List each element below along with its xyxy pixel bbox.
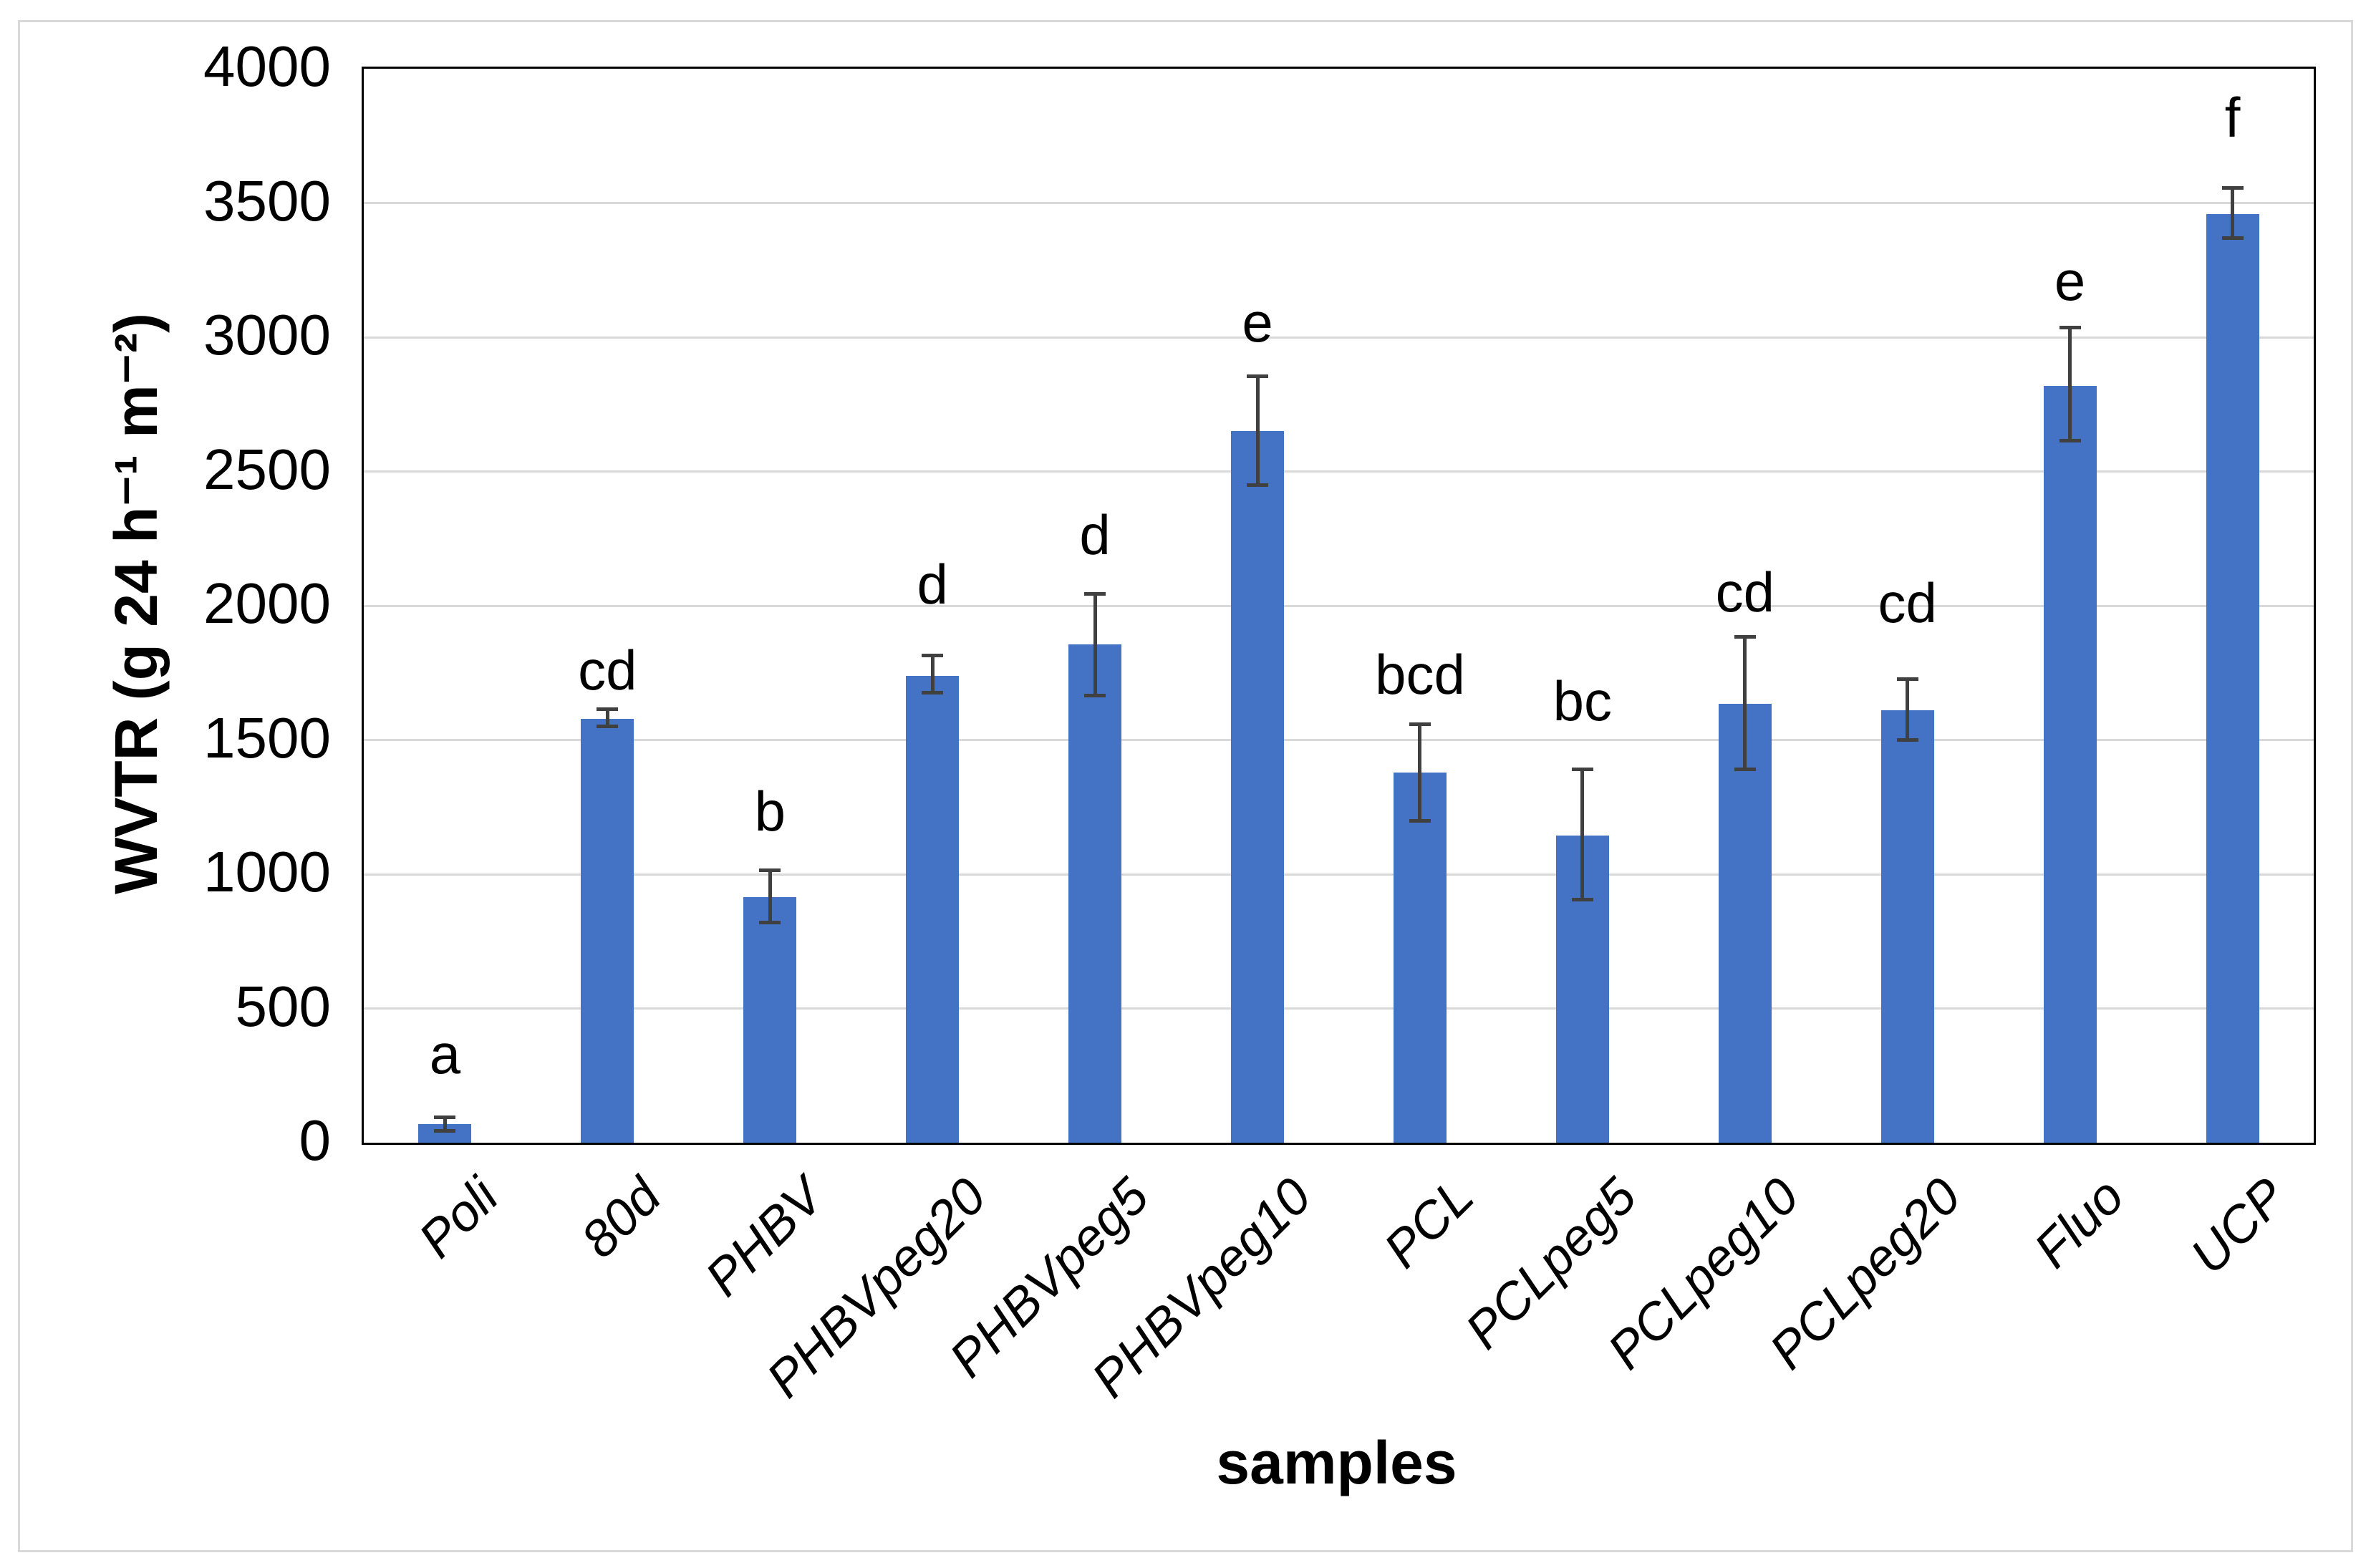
error-cap-bottom-PCLpeg10	[1734, 768, 1756, 772]
y-tick-label-500: 500	[235, 974, 331, 1038]
bar-PHBVpeg10	[1231, 431, 1285, 1143]
error-cap-bottom-80d	[597, 725, 619, 729]
significance-letter-Fluo: e	[2054, 249, 2086, 313]
significance-letter-PCL: bcd	[1375, 642, 1465, 706]
error-cap-top-PCLpeg10	[1734, 634, 1756, 639]
error-bar-PCLpeg20	[1906, 679, 1910, 740]
gridline-2500	[364, 470, 2314, 473]
gridline-3000	[364, 336, 2314, 339]
x-axis-title: samples	[1216, 1429, 1457, 1496]
gridline-500	[364, 1007, 2314, 1010]
significance-letter-80d: cd	[578, 639, 637, 702]
error-cap-top-Poli	[434, 1115, 456, 1119]
error-cap-top-Fluo	[2059, 326, 2081, 330]
error-bar-PCLpeg5	[1580, 769, 1585, 900]
error-cap-bottom-PCL	[1409, 818, 1431, 823]
error-cap-top-PHBVpeg20	[922, 653, 944, 657]
bar-PHBVpeg20	[906, 675, 960, 1143]
bar-UCP	[2206, 213, 2259, 1143]
gridline-1000	[364, 873, 2314, 876]
significance-letter-PCLpeg20: cd	[1878, 571, 1937, 635]
error-cap-bottom-PCLpeg5	[1571, 898, 1593, 902]
error-cap-top-PCLpeg20	[1896, 677, 1918, 681]
bar-PHBVpeg5	[1068, 644, 1122, 1143]
error-cap-top-UCP	[2221, 186, 2244, 190]
error-cap-bottom-PCLpeg20	[1896, 738, 1918, 742]
error-cap-top-PHBVpeg5	[1084, 591, 1106, 596]
significance-letter-PHBVpeg5: d	[1079, 503, 1111, 566]
y-tick-label-3500: 3500	[203, 168, 331, 233]
y-tick-label-2500: 2500	[203, 437, 331, 501]
bar-PCL	[1393, 772, 1447, 1143]
y-tick-label-2000: 2000	[203, 571, 331, 635]
significance-letter-PHBV: b	[754, 779, 786, 843]
error-bar-UCP	[2231, 188, 2235, 238]
gridline-1500	[364, 739, 2314, 741]
bar-PCLpeg20	[1880, 710, 1934, 1143]
error-cap-top-80d	[597, 707, 619, 711]
error-bar-Poli	[443, 1117, 447, 1131]
gridline-3500	[364, 202, 2314, 204]
error-cap-top-PCLpeg5	[1571, 768, 1593, 772]
error-cap-bottom-UCP	[2221, 236, 2244, 240]
y-tick-label-1000: 1000	[203, 840, 331, 904]
error-bar-PCLpeg10	[1743, 637, 1747, 770]
bar-PHBV	[743, 896, 797, 1143]
significance-letter-PCLpeg5: bc	[1553, 669, 1613, 733]
significance-letter-PCLpeg10: cd	[1715, 561, 1774, 624]
error-cap-bottom-PHBVpeg5	[1084, 694, 1106, 698]
error-bar-Fluo	[2068, 327, 2072, 441]
y-tick-label-3000: 3000	[203, 303, 331, 367]
error-bar-80d	[605, 709, 609, 727]
error-bar-PHBVpeg5	[1093, 594, 1097, 696]
error-cap-bottom-PHBVpeg20	[922, 691, 944, 695]
error-cap-bottom-PHBVpeg10	[1247, 483, 1269, 487]
significance-letter-PHBVpeg20: d	[917, 553, 948, 616]
bar-80d	[581, 718, 634, 1143]
y-tick-label-0: 0	[299, 1108, 332, 1172]
error-bar-PHBVpeg10	[1255, 376, 1260, 485]
plot-area: a cd b d d e bcd bc cd cd e f	[362, 67, 2316, 1145]
significance-letter-UCP: f	[2224, 85, 2241, 149]
error-cap-top-PCL	[1409, 722, 1431, 726]
error-cap-bottom-PHBV	[759, 921, 781, 924]
y-tick-label-1500: 1500	[203, 705, 331, 770]
error-cap-top-PHBV	[759, 868, 781, 872]
error-cap-bottom-Fluo	[2059, 438, 2081, 442]
error-cap-bottom-Poli	[434, 1128, 456, 1133]
error-bar-PHBV	[768, 870, 772, 923]
y-tick-label-4000: 4000	[203, 34, 331, 98]
gridline-2000	[364, 604, 2314, 607]
error-cap-top-PHBVpeg10	[1247, 374, 1269, 378]
significance-letter-Poli: a	[429, 1022, 461, 1086]
bar-PCLpeg10	[1718, 703, 1772, 1143]
bar-Fluo	[2043, 385, 2097, 1143]
significance-letter-PHBVpeg10: e	[1242, 291, 1273, 354]
error-bar-PCL	[1418, 724, 1422, 821]
error-bar-PHBVpeg20	[930, 655, 935, 693]
